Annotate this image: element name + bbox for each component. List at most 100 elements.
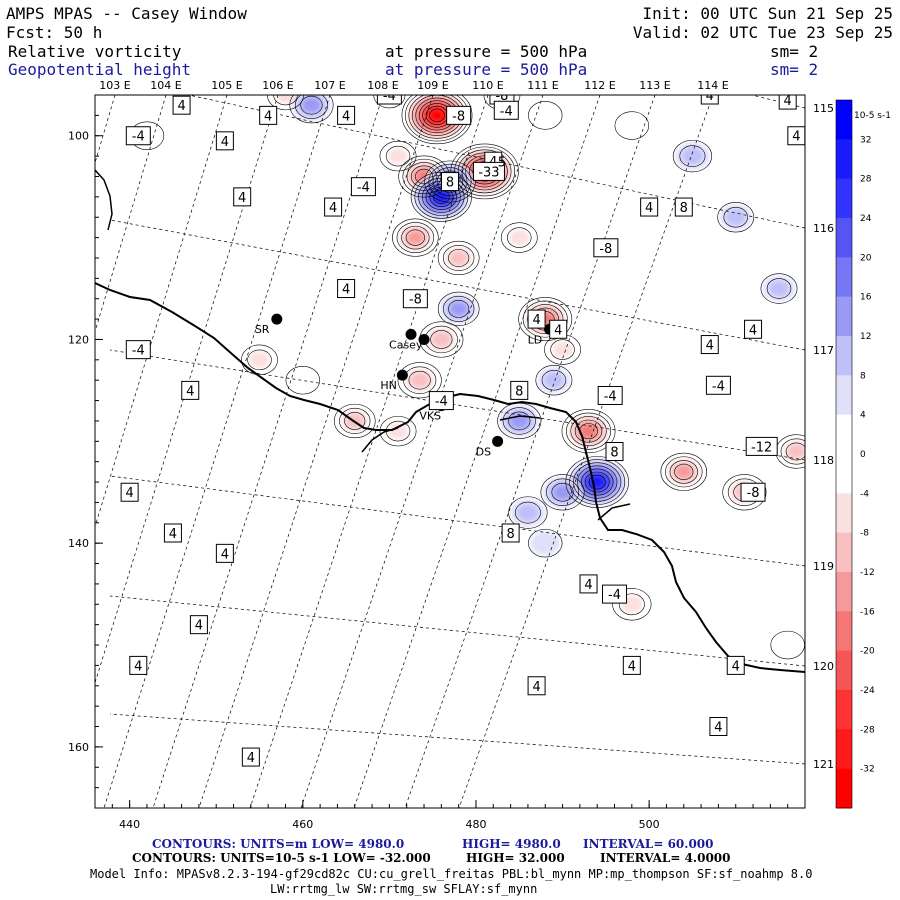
vorticity-level [329,51,364,79]
vorticity-level [552,341,573,358]
vorticity-contour [401,95,473,145]
contour-label: 4 [215,131,234,151]
contour-label: 4 [215,543,234,563]
vorticity-level [681,147,704,165]
vorticity-contour [339,407,371,434]
colorbar-label: -4 [860,489,869,499]
contour-label-text: -4 [132,130,145,145]
plot-title: AMPS MPAS -- Casey Window [6,4,247,23]
contour-label: 4 [709,717,728,737]
vorticity-contour [785,442,805,461]
contour-label-text: 4 [532,680,540,695]
colorbar-swatch [836,100,852,140]
vorticity-contour [574,419,603,443]
vorticity-contour [405,229,425,246]
graticule-line [109,475,805,567]
contour-label: 4 [778,95,797,110]
vorticity-blob-contours [333,403,376,439]
contour-label: -4 [602,584,628,604]
contour-label: -4 [493,100,519,120]
colorbar-swatch [836,257,852,298]
vorticity-contour [679,145,706,167]
field2-name: Geopotential height [8,60,191,79]
station-label: HN [380,379,397,392]
longitude-graticule [95,95,805,808]
vorticity-contour [289,95,334,124]
colorbar-swatch [836,650,852,691]
contour-label-text: 4 [749,323,757,338]
contour-label-text: 4 [221,135,229,150]
vorticity-blob-contours [612,588,652,621]
longitude-label: 105 E [211,79,242,92]
vorticity-contour [766,278,792,299]
contour-label-text: 4 [706,89,714,104]
contour-label: 4 [163,523,182,543]
graticule-line [198,95,434,808]
colorbar-swatch [836,139,852,180]
contour-label: -8 [593,238,619,258]
vorticity-level [788,444,805,459]
vorticity-contour [546,478,580,506]
graticule-line [249,95,489,808]
vorticity-contour [392,218,439,257]
vorticity-level [388,423,408,440]
station-label: DS [476,445,491,458]
init-time: Init: 00 UTC Sun 21 Sep 25 [643,4,893,23]
colorbar-label: -16 [860,607,875,617]
colorbar-label: 32 [860,135,871,145]
vorticity-contour [551,482,574,502]
vorticity-blob [762,275,796,302]
field1-level: at pressure = 500 hPa [385,42,587,61]
x-tick-label: 480 [465,818,486,831]
contour-label-text: 4 [714,721,722,736]
contour-label: -4 [376,89,402,105]
vorticity-contour [580,468,614,496]
vorticity-blob-contours [660,452,708,491]
contour-label-text: 4 [732,659,740,674]
vorticity-contour-high: HIGH= 32.000 [466,851,565,865]
vorticity-level [676,466,692,478]
vorticity-contour [448,249,470,267]
vorticity-blob [329,51,364,79]
vorticity-blob-contours [528,101,563,130]
station-marker [492,435,504,447]
forecast-hour: Fcst: 50 h [6,23,102,42]
contour-label-text: 4 [706,339,714,354]
colorbar-label: -20 [860,647,875,657]
vorticity-contour [241,344,278,376]
coastline [95,282,805,673]
contour-label: 4 [700,89,719,105]
vorticity-blob [243,346,276,373]
contour-label-text: 4 [584,578,592,593]
contour-label-text: -33 [478,165,499,180]
model-info: Model Info: MPASv8.2.3-194-gf29cd82c CU:… [90,867,812,881]
vorticity-blob-contours [672,139,713,173]
vorticity-blob-contours [419,321,464,358]
vorticity-contour [672,139,713,173]
vorticity-level [410,373,429,388]
vorticity-contour [424,160,476,203]
vorticity-contour [442,295,475,322]
contour-label: 4 [700,335,719,355]
graticule-line [103,95,331,808]
colorbar-swatch [836,178,852,219]
vorticity-contour [528,101,563,130]
colorbar-label: -8 [860,529,869,539]
x-tick-label: 440 [119,818,140,831]
vorticity-blob [381,143,415,169]
station-marker [418,333,430,345]
longitude-label: 106 E [262,79,293,92]
vorticity-contour [527,304,564,335]
contour-label-text: -4 [500,104,513,119]
contour-label-text: -4 [383,89,396,104]
colorbar-label: 24 [860,214,872,224]
vorticity-contour [502,407,536,435]
contour-label-text: -4 [604,389,617,404]
colorbar-swatch [836,454,852,494]
height-contour-interval: INTERVAL= 60.000 [583,837,714,851]
contour-label-text: 8 [515,384,523,399]
vorticity-blob-contours [508,496,548,529]
height-contour-info: CONTOURS: UNITS=m LOW= 4980.0 [152,837,404,851]
colorbar-label: 0 [860,450,866,460]
contour-label-text: 4 [177,99,185,114]
